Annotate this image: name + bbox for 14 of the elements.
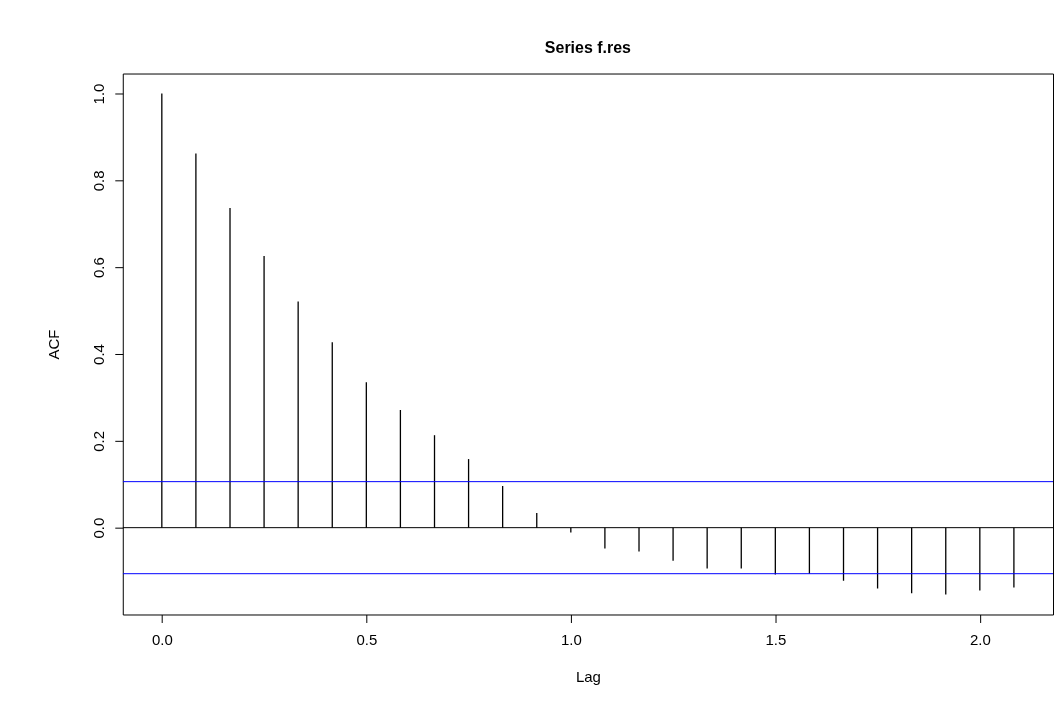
y-tick-label: 0.0 xyxy=(90,517,108,539)
y-tick-label: 0.2 xyxy=(90,430,108,452)
x-tick-label: 0.0 xyxy=(151,630,173,648)
y-tick-label: 1.0 xyxy=(90,83,108,105)
x-tick-label: 1.0 xyxy=(560,630,582,648)
x-tick-label: 0.5 xyxy=(356,630,378,648)
x-tick-label: 2.0 xyxy=(969,630,991,648)
y-axis-title: ACF xyxy=(45,329,63,360)
x-axis-title: Lag xyxy=(575,667,601,685)
y-tick-label: 0.4 xyxy=(90,344,108,365)
y-tick-label: 0.8 xyxy=(90,170,108,192)
x-tick-label: 1.5 xyxy=(765,630,787,648)
y-tick-label: 0.6 xyxy=(90,257,108,279)
chart-title: Series f.res xyxy=(544,38,632,56)
